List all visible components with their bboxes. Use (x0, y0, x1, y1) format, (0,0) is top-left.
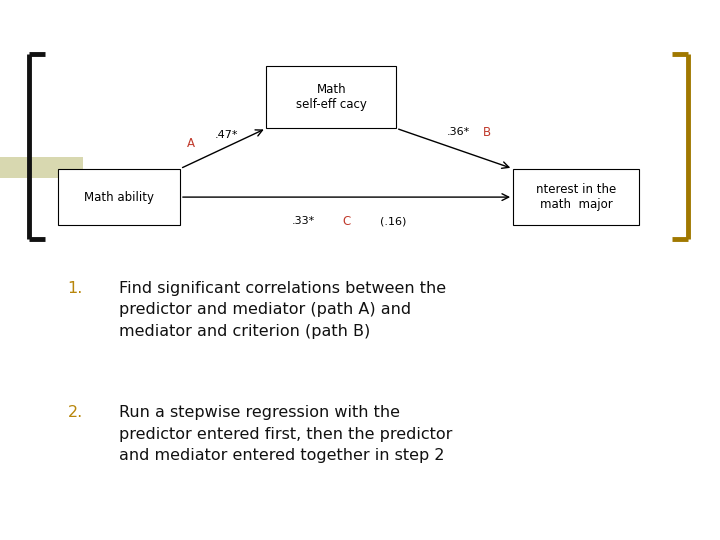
Bar (0, 157, 83, 178)
Text: C: C (343, 215, 351, 228)
Text: Run a stepwise regression with the
predictor entered first, then the predictor
a: Run a stepwise regression with the predi… (119, 405, 452, 463)
Text: .36*: .36* (446, 127, 469, 137)
FancyBboxPatch shape (513, 168, 639, 226)
FancyBboxPatch shape (58, 168, 180, 226)
Text: .33*: .33* (292, 217, 315, 226)
Text: 2.: 2. (68, 405, 83, 420)
Text: nterest in the
math  major: nterest in the math major (536, 183, 616, 211)
Text: (.16): (.16) (380, 217, 407, 226)
Text: B: B (483, 126, 491, 139)
Text: Math
self-eff cacy: Math self-eff cacy (296, 83, 366, 111)
Text: .47*: .47* (215, 130, 238, 140)
Text: 1.: 1. (68, 281, 83, 296)
Text: Find significant correlations between the
predictor and mediator (path A) and
me: Find significant correlations between th… (119, 281, 446, 339)
Text: A: A (186, 137, 195, 150)
Text: Math ability: Math ability (84, 191, 154, 204)
FancyBboxPatch shape (266, 66, 396, 128)
